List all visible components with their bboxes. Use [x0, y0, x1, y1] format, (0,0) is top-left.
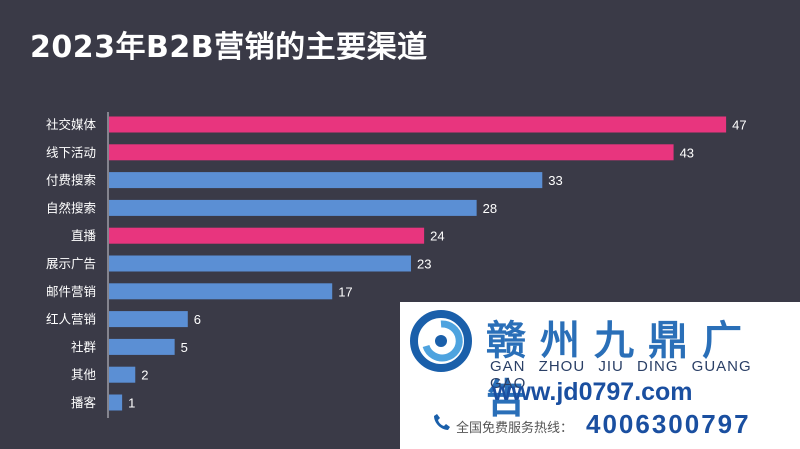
value-label: 24 [430, 229, 444, 244]
bar-7 [109, 283, 333, 300]
bar-1 [109, 116, 727, 133]
category-label: 付费搜索 [46, 173, 96, 188]
chart-title: 2023年B2B营销的主要渠道 [30, 30, 428, 65]
category-label: 播客 [71, 395, 97, 410]
bar-8 [109, 311, 188, 328]
phone-icon [434, 414, 450, 430]
bars-group: 社交媒体 47 线下活动 43 付费搜索 33 自然搜索 28 直播 24 展示广告 23 邮件营销 17… [46, 116, 747, 411]
bar-4 [109, 199, 477, 216]
bar-11 [109, 394, 123, 411]
watermark-pinyin: GAN ZHOU JIU DING GUANG GAO [490, 358, 752, 392]
bar-5 [109, 227, 425, 244]
watermark-company-name: 赣州九鼎广告 [486, 318, 756, 422]
value-label: 23 [417, 257, 431, 272]
value-label: 43 [680, 145, 694, 160]
value-label: 28 [483, 201, 497, 216]
category-label: 社群 [71, 339, 97, 354]
value-label: 5 [181, 340, 188, 355]
bar-3 [109, 172, 543, 189]
value-label: 1 [128, 396, 135, 411]
category-label: 直播 [71, 228, 97, 243]
bar-2 [109, 144, 674, 161]
category-label: 社交媒体 [46, 117, 97, 132]
watermark-url: www.jd0797.com [492, 378, 693, 406]
category-label: 线下活动 [46, 145, 96, 160]
value-label: 2 [141, 368, 148, 383]
watermark-panel: 赣州九鼎广告 GAN ZHOU JIU DING GUANG GAO www.j… [400, 302, 800, 449]
category-label: 展示广告 [46, 256, 96, 271]
bar-9 [109, 338, 175, 355]
value-label: 47 [732, 118, 746, 133]
category-label: 红人营销 [46, 312, 96, 327]
category-label: 邮件营销 [46, 284, 96, 299]
swirl-logo-icon [410, 310, 472, 372]
category-label: 自然搜索 [46, 200, 96, 215]
value-label: 33 [548, 173, 562, 188]
watermark-phone-label: 全国免费服务热线： [456, 421, 574, 436]
bar-6 [109, 255, 411, 272]
value-label: 6 [194, 312, 201, 327]
watermark-phone: 4006300797 [586, 409, 751, 439]
bar-10 [109, 366, 136, 383]
value-label: 17 [338, 284, 352, 299]
category-label: 其他 [71, 367, 97, 382]
